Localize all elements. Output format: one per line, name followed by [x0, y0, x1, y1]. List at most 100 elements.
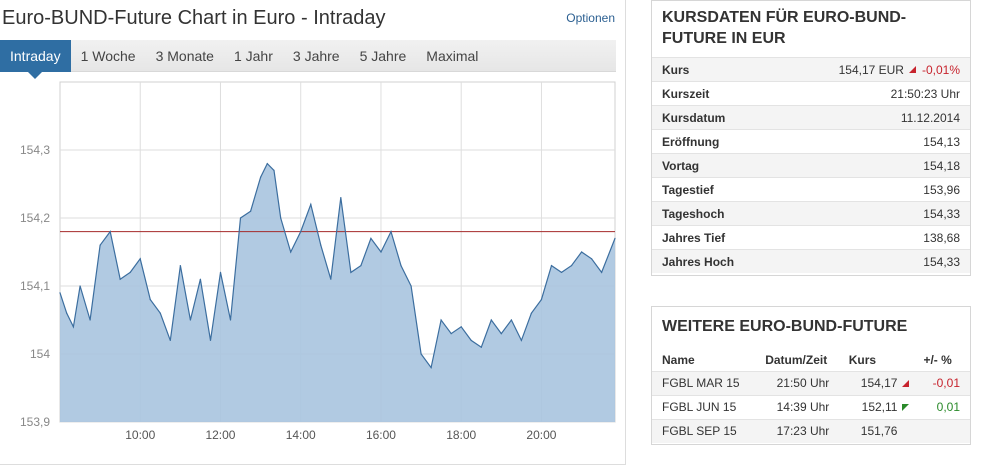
tab-3-monate[interactable]: 3 Monate — [155, 48, 214, 64]
tab-1-jahr[interactable]: 1 Jahr — [233, 48, 273, 64]
data-point — [400, 265, 402, 267]
y-tick-label: 154,1 — [20, 279, 50, 293]
future-time: 21:50 Uhr — [761, 370, 845, 395]
data-point — [72, 326, 74, 328]
kursdaten-row: Tagestief 153,96 — [652, 177, 970, 201]
column-header: Name — [652, 349, 762, 372]
future-kurs: 152,11 — [861, 400, 898, 414]
column-header: Kurs — [844, 349, 920, 372]
kursdaten-value: 154,33 — [923, 206, 960, 221]
kursdaten-value: 21:50:23 Uhr — [890, 86, 960, 101]
data-point — [500, 333, 502, 335]
kursdaten-label: Kursdatum — [662, 110, 726, 125]
intraday-chart: 153,9 154 154,1 154,2 154,3 10:00 12:00 14:00 16… — [20, 81, 616, 442]
data-point — [66, 312, 68, 314]
kursdaten-value: 153,96 — [923, 182, 960, 197]
data-point — [99, 244, 101, 246]
tab-intraday[interactable]: Intraday — [0, 40, 71, 79]
future-kurs: 151,76 — [860, 424, 898, 439]
data-point — [189, 319, 191, 321]
price-area — [60, 163, 615, 422]
x-tick-label: 12:00 — [205, 428, 235, 442]
table-row[interactable]: FGBL JUN 15 14:39 Uhr 152,11 0,01 — [652, 394, 970, 419]
kursdaten-label: Tageshoch — [662, 206, 725, 221]
kursdaten-label: Vortag — [662, 158, 700, 173]
tab-1-woche[interactable]: 1 Woche — [80, 48, 136, 64]
data-point — [260, 176, 262, 178]
down-triangle-icon — [908, 66, 916, 73]
data-point — [139, 258, 141, 260]
data-point — [273, 169, 275, 171]
data-point — [159, 312, 161, 314]
weitere-future-panel: WEITERE EURO-BUND-FUTURE Name Datum/Zeit… — [651, 306, 971, 445]
tab-5-jahre[interactable]: 5 Jahre — [359, 48, 407, 64]
kursdaten-title: KURSDATEN FÜR EURO-BUND-FUTURE IN EUR — [662, 9, 907, 47]
table-row[interactable]: FGBL SEP 15 17:23 Uhr 151,76 — [652, 418, 970, 443]
data-point — [370, 237, 372, 239]
data-point — [590, 258, 593, 260]
data-point — [420, 353, 422, 355]
data-point — [119, 278, 121, 280]
kursdaten-label: Eröffnung — [662, 134, 720, 149]
future-name[interactable]: FGBL JUN 15 — [652, 394, 762, 419]
column-header: +/- % — [919, 349, 970, 372]
y-tick-label: 154,3 — [20, 143, 50, 157]
future-kurs-cell: 154,17 — [844, 370, 920, 395]
data-point — [540, 299, 543, 301]
data-point — [530, 312, 533, 314]
future-change: -0,01 — [919, 370, 970, 395]
kursdaten-row: Kurszeit 21:50:23 Uhr — [652, 81, 970, 105]
kursdaten-value: 11.12.2014 — [900, 110, 960, 125]
tab-maximal[interactable]: Maximal — [426, 48, 479, 64]
data-point — [149, 299, 151, 301]
future-time: 17:23 Uhr — [761, 418, 845, 443]
data-point — [300, 231, 302, 233]
kursdaten-value: 154,17 EUR — [838, 62, 904, 77]
x-tick-label: 18:00 — [446, 428, 476, 442]
data-point — [109, 231, 111, 233]
data-point — [440, 319, 442, 321]
up-triangle-icon — [902, 404, 910, 412]
data-point — [330, 278, 332, 280]
future-kurs-cell: 152,11 — [844, 394, 920, 419]
kursdaten-label: Kurs — [662, 62, 690, 77]
kursdaten-label: Tagestief — [662, 182, 714, 197]
x-tick-label: 14:00 — [286, 428, 316, 442]
future-table: Name Datum/Zeit Kurs +/- % FGBL MAR 15 2… — [652, 349, 970, 443]
data-point — [199, 278, 202, 280]
future-name[interactable]: FGBL MAR 15 — [652, 370, 762, 395]
data-point — [239, 217, 242, 219]
data-point — [350, 271, 352, 273]
data-point — [59, 292, 61, 294]
data-point — [490, 319, 492, 321]
kursdaten-value: 154,13 — [923, 134, 960, 149]
x-tick-label: 10:00 — [125, 428, 155, 442]
data-point — [570, 265, 573, 267]
column-header: Datum/Zeit — [761, 349, 845, 372]
data-point — [79, 285, 81, 287]
kursdaten-label: Jahres Tief — [662, 230, 726, 245]
tab-3-jahre[interactable]: 3 Jahre — [292, 48, 340, 64]
future-time: 14:39 Uhr — [761, 394, 845, 419]
x-tick-label: 16:00 — [366, 428, 396, 442]
down-triangle-icon — [902, 380, 910, 388]
kursdaten-row: Eröffnung 154,13 — [652, 129, 970, 153]
data-point — [280, 217, 282, 219]
data-point — [89, 319, 91, 321]
table-row[interactable]: FGBL MAR 15 21:50 Uhr 154,17 -0,01 — [652, 370, 970, 395]
options-link[interactable]: Optionen — [566, 11, 615, 25]
timeframe-tabs: Intraday 1 Woche 3 Monate 1 Jahr 3 Jahre… — [0, 40, 616, 79]
kursdaten-label: Jahres Hoch — [662, 254, 735, 269]
kursdaten-value: 138,68 — [923, 230, 960, 245]
weitere-title: WEITERE EURO-BUND-FUTURE — [662, 318, 908, 335]
future-name[interactable]: FGBL SEP 15 — [652, 418, 762, 443]
data-point — [580, 251, 583, 253]
data-point — [310, 203, 312, 205]
data-point — [340, 197, 342, 199]
data-point — [320, 244, 322, 246]
data-point — [510, 319, 512, 321]
data-point — [614, 237, 616, 239]
chart-title: Euro-BUND-Future Chart in Euro - Intrada… — [2, 7, 386, 29]
data-point — [129, 271, 131, 273]
data-point — [249, 210, 252, 212]
